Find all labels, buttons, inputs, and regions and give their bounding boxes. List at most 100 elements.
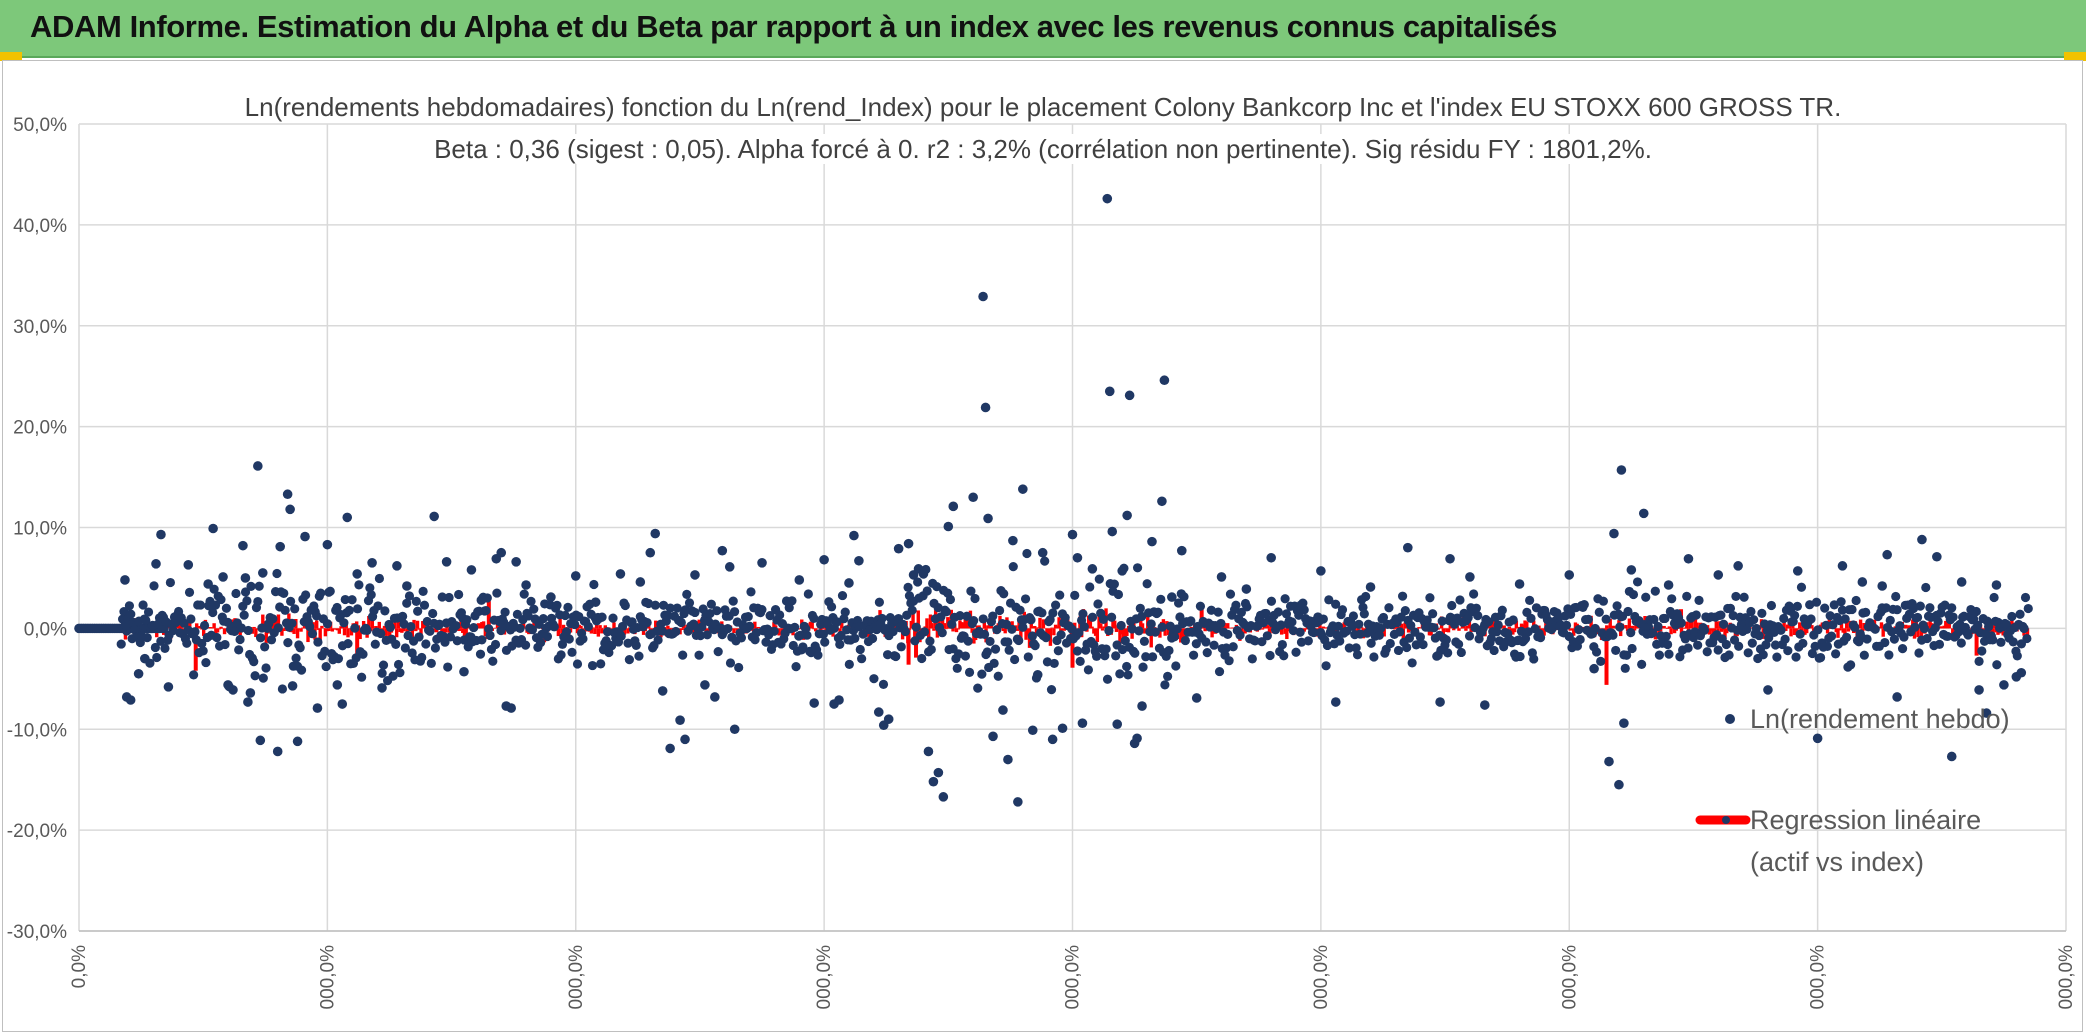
data-point	[1077, 718, 1088, 728]
data-point	[149, 581, 159, 591]
data-point	[1996, 637, 2006, 647]
data-point	[242, 596, 252, 606]
data-point	[126, 609, 136, 619]
data-point	[1146, 619, 1156, 629]
data-point	[452, 636, 462, 646]
data-point	[186, 614, 196, 624]
data-point	[941, 607, 951, 617]
data-point	[1008, 561, 1018, 572]
data-point	[1087, 612, 1098, 622]
data-point	[1023, 652, 1033, 662]
data-point	[602, 627, 613, 637]
data-point	[1626, 628, 1636, 638]
data-point	[419, 600, 430, 610]
data-point	[1683, 553, 1694, 564]
corner-marker-left	[0, 52, 22, 61]
y-tick-label: -30,0%	[7, 922, 67, 943]
data-point	[1779, 613, 1789, 624]
data-point	[917, 653, 927, 664]
data-point	[425, 626, 435, 636]
data-point	[243, 625, 253, 636]
data-point	[521, 580, 531, 590]
data-point	[1806, 614, 1816, 624]
data-point	[1616, 465, 1627, 475]
data-point	[1141, 652, 1151, 662]
data-point	[1792, 601, 1802, 611]
tick-labels: 50,0% 40,0% 30,0% 20,0% 10,0% 0,0% -10,0% -20,0…	[7, 115, 2077, 1009]
data-point	[809, 698, 819, 708]
data-point	[690, 607, 700, 618]
data-point	[120, 575, 130, 585]
data-point	[1622, 650, 1632, 660]
data-point	[1974, 685, 1984, 695]
data-point	[1407, 658, 1417, 668]
data-point	[888, 627, 898, 637]
data-point	[857, 654, 867, 664]
data-point	[1057, 723, 1068, 734]
chart-frame	[2, 60, 2083, 1032]
data-point	[1384, 603, 1394, 613]
data-point	[116, 639, 126, 649]
data-point	[1653, 621, 1663, 632]
data-point	[246, 581, 256, 591]
data-point	[1221, 643, 1231, 653]
data-point	[1037, 547, 1048, 558]
data-point	[922, 586, 932, 596]
data-point	[564, 634, 574, 644]
data-point	[1102, 193, 1113, 204]
data-point	[1791, 652, 1801, 662]
data-point	[1074, 628, 1084, 638]
data-point	[1612, 601, 1622, 611]
data-point	[820, 637, 830, 647]
data-point	[321, 661, 331, 672]
data-point	[1242, 602, 1252, 612]
data-point	[1180, 635, 1190, 646]
data-point	[1116, 620, 1126, 631]
data-point	[635, 577, 646, 587]
data-point	[1889, 634, 1899, 644]
data-point	[2023, 603, 2033, 614]
data-point	[1214, 666, 1225, 677]
data-point	[150, 642, 160, 653]
data-point	[1015, 605, 1025, 615]
data-point	[1880, 637, 1890, 648]
data-point	[1757, 608, 1767, 618]
data-point	[301, 590, 311, 600]
data-point	[1899, 632, 1909, 642]
data-point	[1892, 605, 1902, 615]
data-point	[1046, 685, 1057, 695]
data-point	[492, 588, 502, 598]
data-point	[258, 673, 268, 683]
data-point	[245, 688, 256, 698]
data-point	[587, 660, 598, 671]
data-point	[1169, 632, 1180, 642]
data-point	[1641, 592, 1651, 602]
data-point	[1885, 615, 1895, 625]
data-point	[1406, 620, 1416, 631]
data-point	[417, 652, 427, 663]
data-point	[1575, 634, 1585, 645]
data-point	[844, 659, 854, 669]
data-point	[729, 724, 740, 735]
data-point	[358, 649, 368, 659]
data-point	[1626, 565, 1637, 575]
data-point	[1049, 658, 1059, 669]
data-point	[1836, 597, 1846, 607]
data-point	[1456, 647, 1466, 658]
data-point	[1296, 637, 1307, 647]
data-point	[235, 634, 245, 645]
data-point	[1321, 661, 1331, 671]
data-point	[373, 601, 383, 611]
data-point	[690, 570, 700, 580]
data-point	[1040, 556, 1050, 566]
data-point	[634, 651, 644, 661]
data-point	[995, 605, 1005, 616]
data-point	[1441, 635, 1451, 645]
data-point	[305, 622, 315, 632]
data-point	[1480, 700, 1490, 710]
data-point	[849, 530, 859, 541]
data-point	[1891, 591, 1901, 602]
data-point	[1085, 582, 1095, 592]
data-point	[189, 670, 199, 680]
data-point	[1266, 552, 1276, 563]
